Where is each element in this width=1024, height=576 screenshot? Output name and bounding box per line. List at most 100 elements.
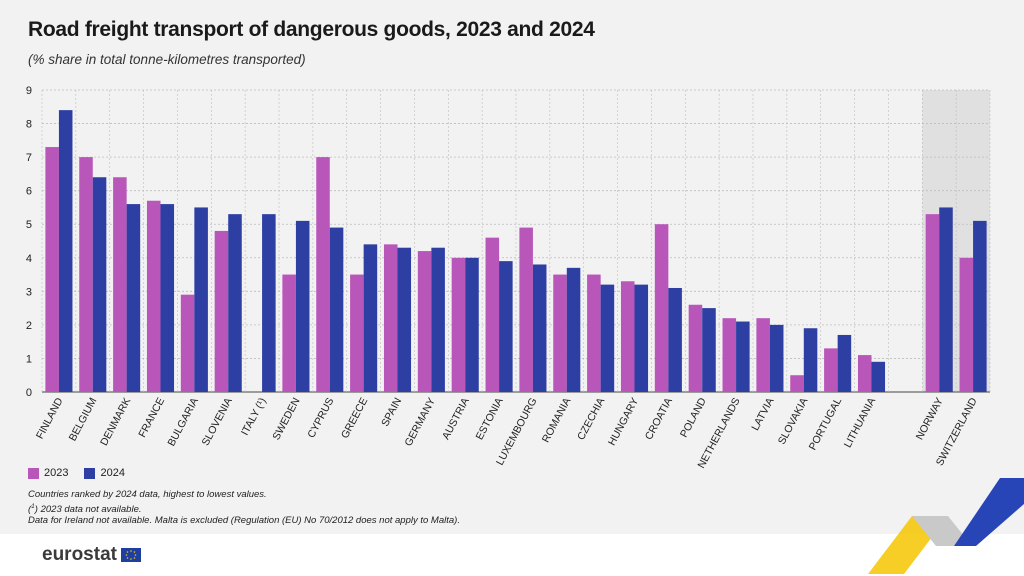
bar-2023-netherlands [722, 318, 737, 392]
bar-2024-germany [431, 247, 445, 392]
bar-2023-norway [925, 214, 940, 392]
bar-2024-france [160, 204, 175, 392]
x-tick-label: POLAND [678, 395, 709, 439]
x-tick-label: ROMANIA [540, 396, 574, 445]
bar-2024-lithuania [871, 361, 886, 392]
ribbon-blue [954, 478, 1024, 546]
legend-item-2023: 2023 [28, 467, 68, 479]
bar-2024-slovenia [228, 214, 242, 392]
x-tick-label: BULGARIA [165, 396, 201, 449]
y-tick-label: 0 [26, 387, 32, 399]
note-marker: 1 [31, 502, 35, 510]
footnotes: Countries ranked by 2024 data, highest t… [28, 489, 460, 527]
bar-2024-austria [465, 257, 479, 392]
eu-flag-icon [120, 548, 141, 562]
x-tick-label: FINLAND [34, 395, 66, 441]
bar-2023-belgium [79, 157, 93, 392]
decorative-ribbon [868, 478, 1024, 574]
x-tick-label: BELGIUM [67, 396, 100, 443]
y-tick-label: 1 [26, 353, 32, 365]
bar-2023-hungary [620, 281, 635, 392]
y-tick-label: 4 [26, 253, 32, 265]
bar-2023-croatia [654, 224, 669, 392]
note-italy: (1) 2023 data not available. [28, 502, 142, 515]
x-tick-label: SLOVAKIA [776, 396, 811, 447]
legend-label-2024: 2024 [100, 467, 125, 479]
bar-2024-hungary [634, 284, 649, 392]
y-tick-label: 9 [26, 85, 32, 97]
x-tick-label: CYPRUS [305, 396, 336, 440]
bar-2024-italy [262, 214, 276, 392]
bar-2023-poland [688, 304, 703, 392]
bar-2023-finland [45, 147, 59, 392]
bar-2024-poland [702, 308, 716, 392]
x-tick-label: AUSTRIA [440, 396, 472, 442]
bar-2023-slovenia [214, 230, 229, 392]
x-tick-label: CROATIA [643, 396, 675, 442]
bar-2024-denmark [126, 204, 141, 392]
bar-2023-france [146, 200, 161, 392]
bar-2024-spain [397, 247, 412, 392]
y-tick-label: 6 [26, 186, 32, 198]
bars [45, 110, 987, 392]
bar-2023-sweden [282, 274, 296, 392]
bar-2024-portugal [837, 334, 852, 392]
eurostat-logo: eurostat [42, 544, 141, 566]
x-tick-label: LITHUANIA [842, 396, 878, 450]
bar-2024-czechia [600, 284, 615, 392]
bar-2024-finland [58, 110, 73, 392]
bar-2023-austria [451, 257, 466, 392]
bar-2024-cyprus [329, 227, 344, 392]
bar-2024-greece [363, 244, 378, 392]
bar-2023-romania [553, 274, 567, 392]
x-tick-label: NORWAY [914, 396, 946, 442]
bar-2024-estonia [499, 261, 513, 392]
legend: 2023 2024 [28, 467, 125, 479]
footer-band [0, 534, 1024, 576]
y-tick-label: 5 [26, 219, 32, 231]
y-tick-labels: 0 1 2 3 4 5 6 7 8 9 [26, 85, 32, 399]
x-tick-label: SWEDEN [270, 396, 302, 442]
eurostat-wordmark: eurostat [42, 544, 117, 565]
bar-2023-luxembourg [519, 227, 533, 392]
note-ireland-malta: Data for Ireland not available. Malta is… [28, 515, 460, 527]
y-tick-label: 7 [26, 152, 32, 164]
ribbon-grey [912, 516, 972, 546]
y-tick-label: 8 [26, 119, 32, 131]
x-tick-label: CZECHIA [575, 396, 607, 442]
legend-item-2024: 2024 [84, 467, 125, 479]
x-tick-label: ITALY (¹) [239, 396, 269, 438]
bar-2024-romania [566, 267, 581, 392]
bar-2024-netherlands [736, 321, 750, 392]
bar-2023-latvia [756, 318, 770, 392]
legend-label-2023: 2023 [44, 467, 69, 479]
chart-subtitle: (% share in total tonne-kilometres trans… [28, 52, 306, 67]
x-tick-label: HUNGARY [606, 396, 641, 448]
y-tick-label: 3 [26, 286, 32, 298]
bar-2024-switzerland [973, 220, 987, 392]
x-tick-label: DENMARK [98, 396, 133, 448]
x-tick-label: LATVIA [749, 396, 776, 433]
bar-2023-greece [350, 274, 364, 392]
x-tick-label: GERMANY [402, 396, 438, 449]
bar-2023-czechia [587, 274, 601, 392]
note-ranking: Countries ranked by 2024 data, highest t… [28, 489, 267, 500]
bar-2024-luxembourg [532, 264, 547, 392]
bar-2024-sweden [295, 220, 310, 392]
x-tick-label: FRANCE [136, 396, 167, 440]
y-tick-label: 2 [26, 320, 32, 332]
x-tick-label: GREECE [339, 396, 370, 441]
bar-2023-portugal [824, 348, 838, 392]
x-tick-label: ESTONIA [474, 396, 506, 442]
bar-2024-croatia [668, 287, 682, 392]
x-tick-label: SLOVENIA [200, 396, 235, 448]
legend-swatch-2023 [28, 467, 39, 479]
bar-2023-switzerland [959, 257, 974, 392]
bar-2024-slovakia [803, 328, 818, 392]
bar-2024-belgium [92, 177, 107, 392]
bar-2023-bulgaria [180, 294, 195, 392]
chart-title: Road freight transport of dangerous good… [28, 18, 595, 41]
bar-2023-estonia [485, 237, 500, 392]
